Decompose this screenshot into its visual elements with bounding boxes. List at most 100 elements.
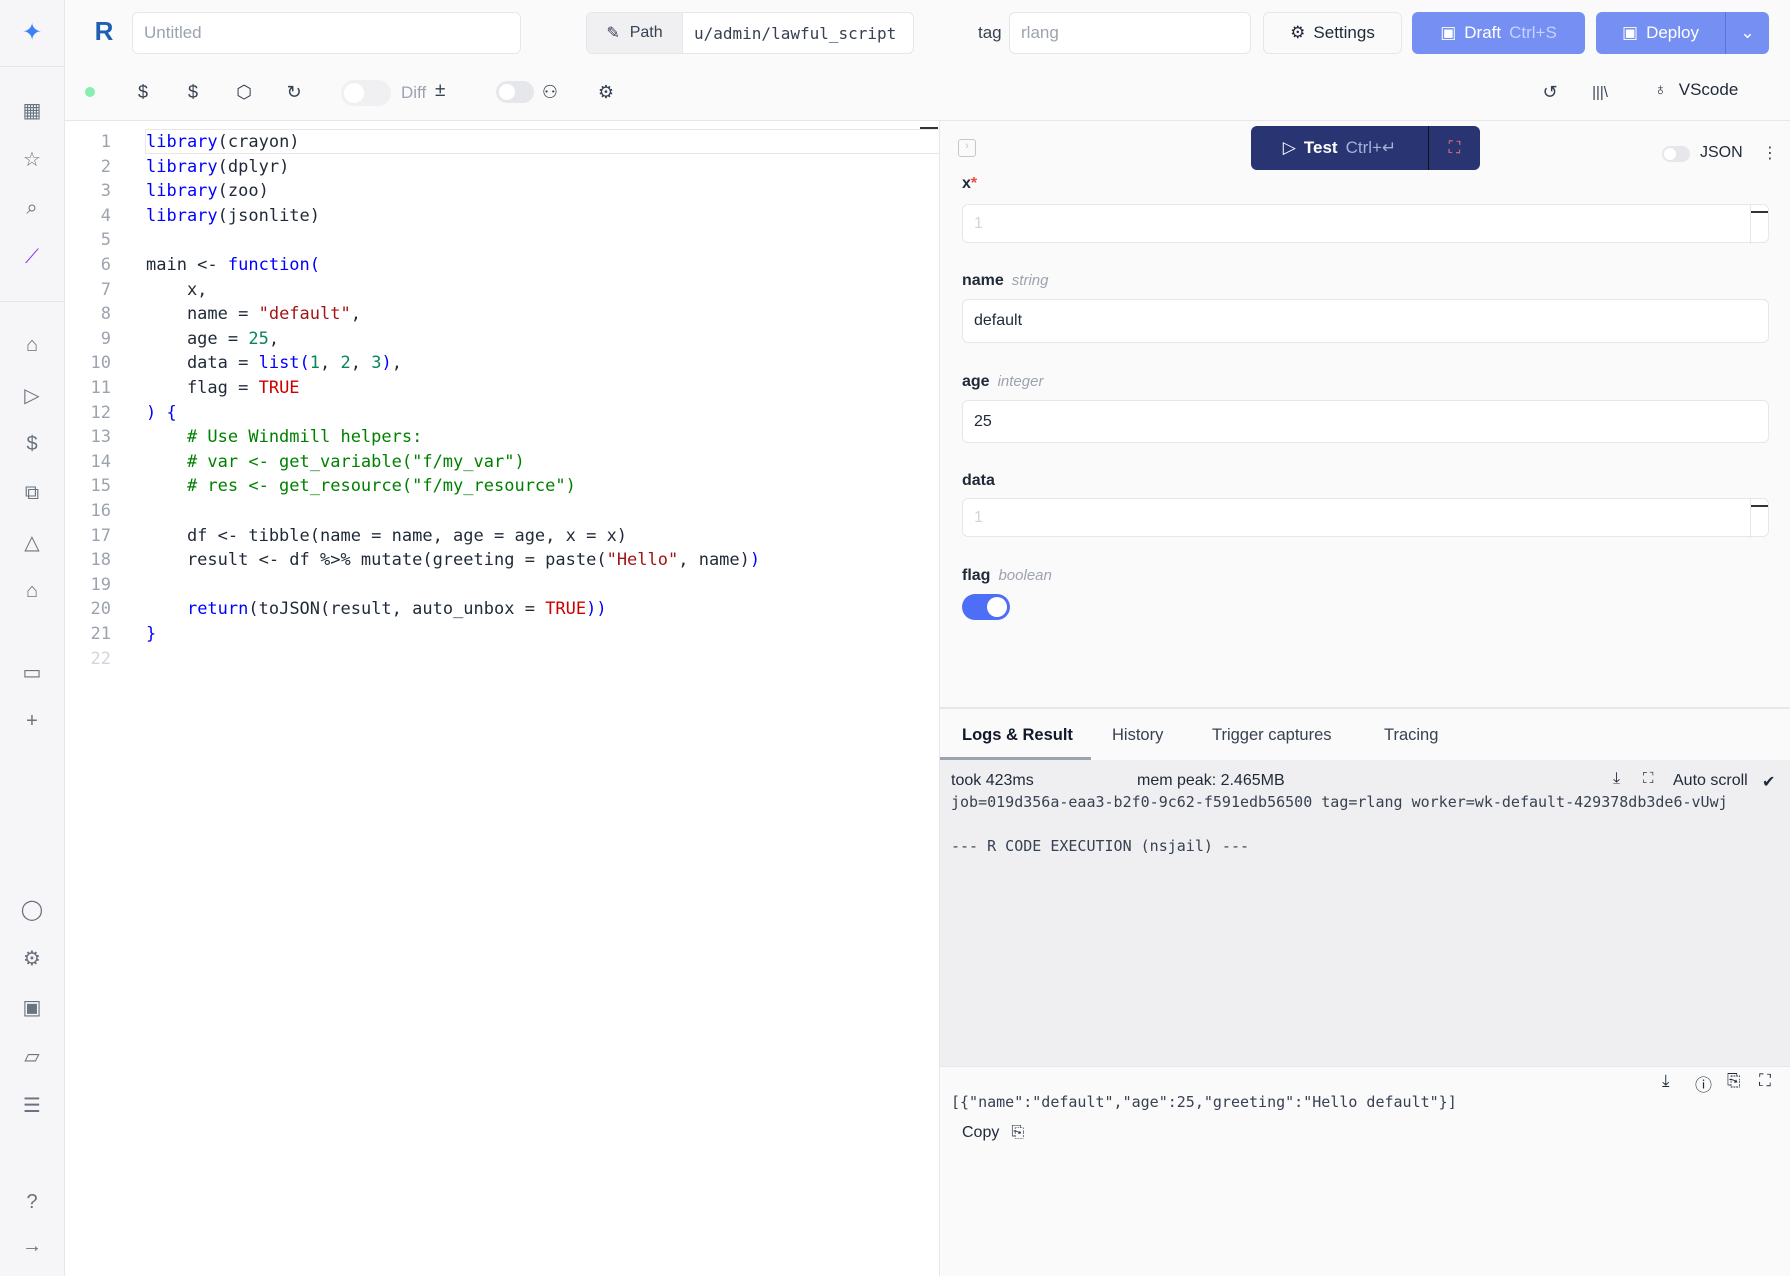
diff-toggle[interactable] [341, 80, 391, 106]
tag-label: tag [978, 23, 1002, 42]
field-input-data[interactable]: 1 [962, 498, 1769, 538]
code-token: (crayon) [217, 132, 300, 152]
field-input-name[interactable]: default [962, 299, 1769, 343]
code-token: ( [309, 255, 321, 275]
exec-log-line: --- R CODE EXECUTION (nsjail) --- [951, 837, 1250, 855]
path-value[interactable]: u/admin/lawful_script [694, 23, 897, 43]
result-json: [{"name":"default","age":25,"greeting":"… [951, 1093, 1457, 1111]
script-title-input[interactable]: Untitled [132, 12, 521, 54]
field-input-x[interactable]: 1 [962, 204, 1769, 244]
plus-icon[interactable]: + [26, 709, 38, 732]
save-icon: ▣ [1440, 23, 1457, 42]
code-token: data = [146, 353, 259, 374]
info-icon[interactable]: ⓘ [1695, 1076, 1712, 1095]
dollar-icon[interactable]: $ [137, 81, 148, 102]
code-token: , [268, 328, 280, 349]
tab-history[interactable]: History [1112, 726, 1164, 744]
code-token: library [146, 181, 218, 202]
title-placeholder: Untitled [144, 23, 202, 42]
field-label-name: name string [962, 272, 1048, 290]
download-icon[interactable]: ⤓ [1613, 770, 1621, 787]
expand-icon[interactable]: ⛶ [1643, 770, 1654, 787]
history-icon[interactable]: ↺ [1542, 81, 1558, 102]
multiplayer-toggle[interactable] [496, 81, 534, 103]
magic-wand-icon[interactable]: ⟋ [25, 245, 39, 268]
windmill-logo-icon[interactable]: ✦ [21, 18, 43, 46]
field-input-age[interactable]: 25 [962, 400, 1769, 443]
flag-toggle[interactable] [962, 594, 1010, 620]
pyramid-icon[interactable]: △ [24, 531, 40, 554]
scrollbar[interactable] [1750, 205, 1768, 244]
code-editor[interactable]: 1 library(crayon) 2 library(dplyr) 3 library(… [65, 121, 999, 1276]
divider [0, 301, 65, 302]
dollar-icon[interactable]: $ [26, 432, 38, 455]
graduation-cap-icon[interactable]: ⌂ [25, 579, 39, 602]
path-edit-button[interactable]: ✎ Path [587, 13, 683, 53]
vscode-button[interactable]: ♁ VScode [1654, 80, 1738, 100]
help-icon[interactable]: ? [26, 1190, 38, 1213]
library-icon[interactable]: |||\ [1592, 83, 1608, 101]
test-panel: › ▷ Test Ctrl+↵ ⛶ JSON ⋮ x* 1 name string d… [940, 121, 1790, 1276]
user-icon[interactable]: ◯ [20, 898, 44, 921]
scrollbar[interactable] [1750, 499, 1768, 538]
field-name: age [962, 373, 990, 390]
code-text: data = list(1, 2, 3), [146, 351, 402, 376]
line-number: 6 [100, 255, 111, 275]
calendar-icon[interactable]: ▭ [22, 661, 42, 684]
gear-icon[interactable]: ⚙ [597, 81, 615, 102]
tab-logs-result[interactable]: Logs & Result [962, 726, 1073, 744]
download-icon[interactable]: ⤓ [1662, 1071, 1670, 1090]
code-text: library(zoo) [146, 179, 269, 204]
code-text: } [146, 622, 156, 647]
toggle-knob [987, 597, 1007, 617]
refresh-icon[interactable]: ↻ [286, 81, 302, 102]
more-vertical-icon[interactable]: ⋮ [1762, 145, 1778, 162]
fullscreen-icon[interactable]: ⛶ [1759, 1071, 1771, 1090]
folder-icon[interactable]: ▱ [24, 1045, 40, 1068]
code-text: # res <- get_resource("f/my_resource") [146, 474, 576, 499]
settings-button[interactable]: ⚙ Settings [1263, 12, 1402, 54]
scrollbar[interactable] [920, 127, 938, 129]
panel-collapse-icon[interactable]: › [958, 139, 976, 157]
arrow-right-icon[interactable]: → [22, 1234, 42, 1257]
line-number: 1 [100, 132, 111, 152]
auto-scroll-check-icon[interactable]: ✔ [1762, 774, 1776, 791]
line-number: 4 [100, 205, 111, 226]
home-icon[interactable]: ⌂ [25, 333, 39, 356]
code-token: TRUE [258, 378, 300, 398]
diff-icon[interactable]: ± [435, 80, 446, 101]
code-text: df <- tibble(name = name, age = age, x =… [146, 524, 627, 549]
code-text: flag = TRUE [146, 376, 300, 401]
copy-button[interactable]: Copy ⎘ [962, 1124, 1024, 1142]
tab-trigger-captures[interactable]: Trigger captures [1212, 726, 1332, 744]
record-button[interactable]: ⛶ [1428, 126, 1480, 170]
users-icon[interactable]: ⚇ [541, 81, 559, 102]
tab-tracing[interactable]: Tracing [1384, 726, 1439, 744]
code-token: # res <- get_resource("f/my_resource") [146, 476, 576, 497]
deploy-dropdown-button[interactable]: ⌄ [1725, 12, 1769, 54]
code-token: )) [586, 599, 607, 620]
deploy-button[interactable]: ▣ Deploy [1596, 12, 1725, 54]
list-icon[interactable]: ☰ [23, 1094, 41, 1117]
tag-input[interactable]: rlang [1009, 12, 1251, 54]
package-icon[interactable]: ⬡ [236, 81, 252, 102]
divider [0, 66, 65, 67]
gear-icon[interactable]: ⚙ [23, 947, 41, 970]
code-text: # Use Windmill helpers: [146, 425, 422, 450]
code-token: # Use Windmill helpers: [146, 427, 423, 448]
code-token [146, 599, 187, 619]
boxes-icon[interactable]: ⧉ [24, 481, 40, 504]
building-icon[interactable]: ▦ [22, 99, 42, 122]
code-token: list [258, 353, 300, 374]
play-icon[interactable]: ▷ [24, 384, 40, 407]
code-text: x, [146, 278, 207, 303]
server-icon[interactable]: ▣ [22, 996, 42, 1019]
star-icon[interactable]: ☆ [23, 148, 41, 171]
test-button[interactable]: ▷ Test Ctrl+↵ [1251, 126, 1428, 170]
draft-button[interactable]: ▣ Draft Ctrl+S [1412, 12, 1585, 54]
dollar-icon[interactable]: $ [187, 81, 198, 102]
json-toggle[interactable] [1662, 146, 1690, 162]
clipboard-icon[interactable]: ⎘ [1727, 1071, 1741, 1090]
divider [940, 707, 1790, 709]
search-icon[interactable]: ⌕ [26, 196, 38, 219]
